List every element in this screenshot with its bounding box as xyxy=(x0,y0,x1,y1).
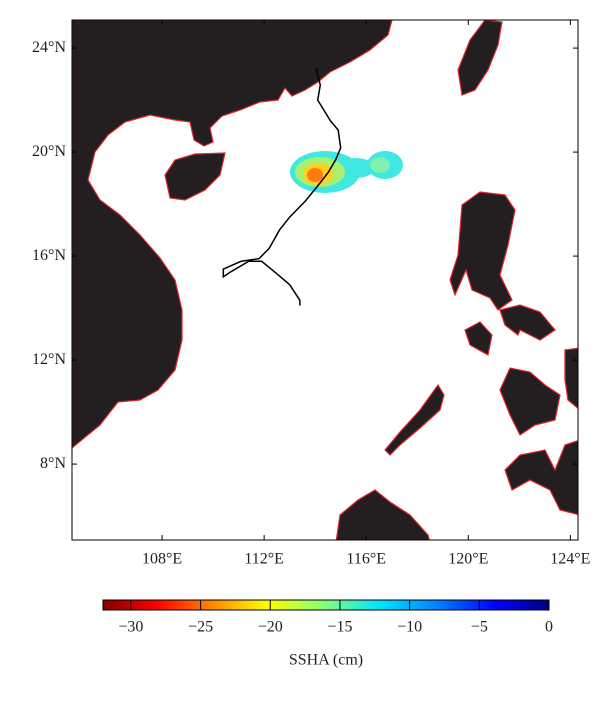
mindanao xyxy=(504,440,578,516)
x-tick-label: 120°E xyxy=(448,551,488,568)
y-tick-label: 12°N xyxy=(32,351,66,368)
island xyxy=(464,321,493,356)
y-tick-label: 16°N xyxy=(32,247,66,264)
colorbar-tick-label: −5 xyxy=(471,619,488,636)
colorbar-tick-label: −10 xyxy=(397,619,422,636)
anomaly-level xyxy=(370,157,390,173)
colorbar-tick-label: −30 xyxy=(118,619,143,636)
y-tick-label: 8°N xyxy=(40,455,66,472)
anomaly-level xyxy=(335,158,375,178)
x-tick-label: 124°E xyxy=(550,551,590,568)
palawan xyxy=(384,383,445,456)
x-tick-label: 112°E xyxy=(244,551,284,568)
borneo xyxy=(335,489,431,540)
hainan xyxy=(164,152,226,201)
colorbar-tick-label: 0 xyxy=(545,619,553,636)
island xyxy=(499,367,561,436)
colorbar-label: SSHA (cm) xyxy=(289,652,363,669)
luzon xyxy=(449,191,516,311)
storm-track xyxy=(222,67,342,306)
ssha-anomaly xyxy=(290,151,403,193)
anomaly-level xyxy=(307,168,323,182)
land xyxy=(72,20,578,540)
y-tick-label: 24°N xyxy=(32,39,66,56)
mainland xyxy=(72,20,393,449)
map-frame xyxy=(71,19,579,541)
colorbar-tick-label: −15 xyxy=(327,619,352,636)
x-tick-label: 116°E xyxy=(346,551,386,568)
colorbar-tick-label: −20 xyxy=(258,619,283,636)
colorbar-tick-label: −25 xyxy=(188,619,213,636)
taiwan xyxy=(457,20,503,96)
y-tick-label: 20°N xyxy=(32,143,66,160)
island xyxy=(499,304,556,341)
colorbar xyxy=(102,599,550,611)
x-tick-label: 108°E xyxy=(142,551,182,568)
